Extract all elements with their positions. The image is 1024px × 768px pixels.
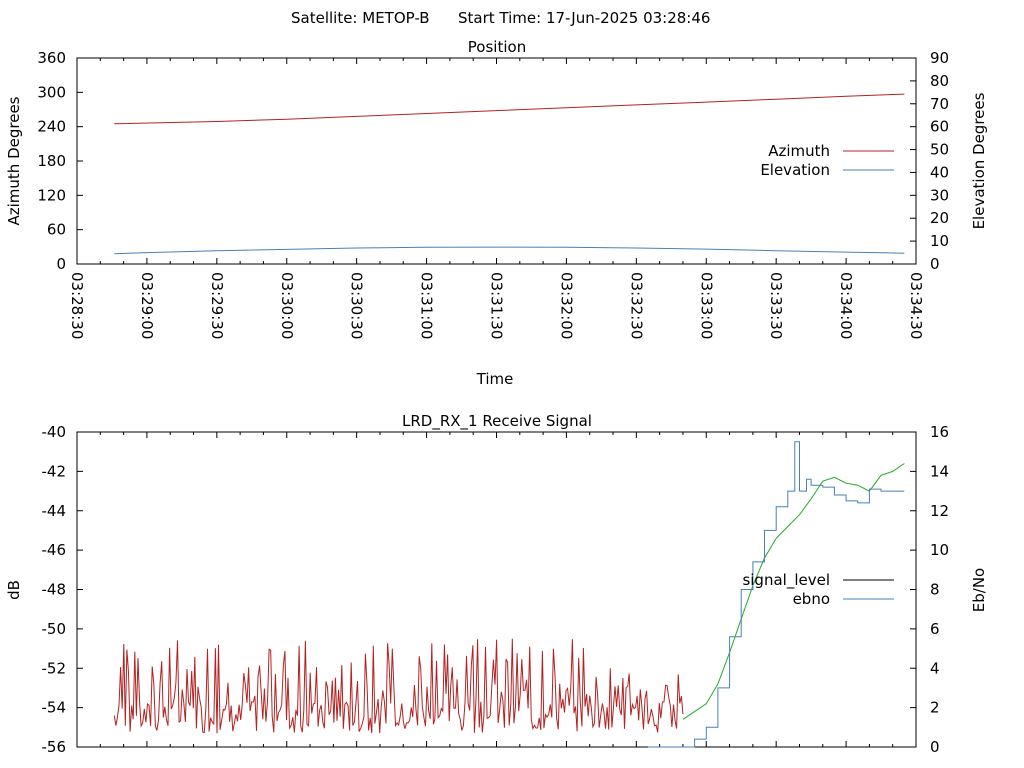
elevation-tick-label: 0 xyxy=(930,255,940,273)
azimuth-line xyxy=(114,93,905,125)
azimuth-tick-label: 180 xyxy=(37,152,66,170)
position-left-axis: 0 60 120 180 240 300 360 xyxy=(37,49,83,273)
ebno-axis-label: Eb/No xyxy=(970,568,988,612)
ebno-tick-label: 2 xyxy=(930,699,940,717)
start-time-label: Start Time: 17-Jun-2025 03:28:46 xyxy=(458,9,710,27)
time-tick-label: 03:30:30 xyxy=(348,272,366,339)
signal-chart: LRD_RX_1 Receive Signal -40-42-44-46-48-… xyxy=(5,412,988,756)
legend-elevation-label: Elevation xyxy=(760,161,830,179)
position-time-axis: 03:28:30 03:29:00 03:29:30 03:30:00 03:30:30… xyxy=(68,58,925,339)
db-tick-label: -54 xyxy=(42,699,67,717)
time-tick-label: 03:28:30 xyxy=(68,272,86,339)
ebno-tick-label: 12 xyxy=(930,502,949,520)
signal-series xyxy=(113,441,905,748)
time-tick-label: 03:29:30 xyxy=(208,272,226,339)
legend-signal-level-label: signal_level xyxy=(742,571,830,590)
azimuth-tick-label: 60 xyxy=(47,221,66,239)
elevation-tick-label: 60 xyxy=(930,118,949,136)
db-tick-label: -48 xyxy=(42,581,67,599)
position-chart-title: Position xyxy=(468,38,526,56)
signal-time-axis xyxy=(76,432,917,747)
position-right-axis: 0 10 20 30 40 50 60 70 80 90 xyxy=(910,49,949,273)
time-axis-label: Time xyxy=(476,370,514,388)
elevation-line xyxy=(114,246,905,255)
db-tick-label: -52 xyxy=(42,659,67,677)
db-tick-label: -56 xyxy=(42,738,67,756)
elevation-tick-label: 70 xyxy=(930,95,949,113)
time-tick-label: 03:32:00 xyxy=(557,272,575,339)
elevation-tick-label: 80 xyxy=(930,72,949,90)
ebno-tick-label: 4 xyxy=(930,659,940,677)
signal-left-axis: -40 -42 -44 -46 -48 -50 -52 -54 -56 xyxy=(42,423,83,756)
ebno-tick-label: 10 xyxy=(930,541,949,559)
azimuth-tick-label: 120 xyxy=(37,186,66,204)
satellite-label: Satellite: METOP-B xyxy=(291,9,430,27)
elevation-tick-label: 10 xyxy=(930,232,949,250)
azimuth-tick-label: 300 xyxy=(37,83,66,101)
elevation-tick-label: 20 xyxy=(930,209,949,227)
time-tick-label: 03:32:30 xyxy=(627,272,645,339)
signal-chart-title: LRD_RX_1 Receive Signal xyxy=(402,412,592,431)
ebno-line xyxy=(648,441,905,748)
ebno-tick-label: 14 xyxy=(930,462,949,480)
elevation-tick-label: 90 xyxy=(930,49,949,67)
time-tick-label: 03:30:00 xyxy=(278,272,296,339)
db-tick-label: -44 xyxy=(42,502,67,520)
time-tick-label: 03:31:30 xyxy=(488,272,506,339)
db-axis-label: dB xyxy=(5,580,23,600)
signal-level-line xyxy=(113,638,684,734)
legend-azimuth-label: Azimuth xyxy=(768,142,830,160)
time-tick-label: 03:29:00 xyxy=(138,272,156,339)
time-tick-label: 03:34:30 xyxy=(907,272,925,339)
elevation-axis-label: Elevation Degrees xyxy=(970,92,988,229)
azimuth-axis-label: Azimuth Degrees xyxy=(5,96,23,225)
signal-legend: signal_level ebno xyxy=(742,571,894,608)
ebno-tick-label: 0 xyxy=(930,738,940,756)
db-tick-label: -50 xyxy=(42,620,67,638)
position-chart: Position 0 60 120 180 240 300 360 0 10 20 30 40 50 6… xyxy=(5,38,988,388)
db-tick-label: -46 xyxy=(42,541,67,559)
signal-right-axis: 0 2 4 6 8 10 12 14 16 xyxy=(910,423,949,756)
signal-plot-frame xyxy=(76,431,917,748)
time-tick-label: 03:33:00 xyxy=(697,272,715,339)
azimuth-tick-label: 360 xyxy=(37,49,66,67)
elevation-tick-label: 30 xyxy=(930,186,949,204)
position-legend: Azimuth Elevation xyxy=(760,142,894,179)
time-tick-label: 03:31:00 xyxy=(418,272,436,339)
time-tick-label: 03:33:30 xyxy=(767,272,785,339)
position-series xyxy=(114,93,905,255)
legend-ebno-label: ebno xyxy=(793,590,830,608)
elevation-tick-label: 50 xyxy=(930,141,949,159)
time-tick-label: 03:34:00 xyxy=(837,272,855,339)
elevation-tick-label: 40 xyxy=(930,163,949,181)
db-tick-label: -42 xyxy=(42,462,67,480)
azimuth-tick-label: 240 xyxy=(37,118,66,136)
db-tick-label: -40 xyxy=(42,423,67,441)
ebno-tick-label: 6 xyxy=(930,620,940,638)
azimuth-tick-label: 0 xyxy=(56,255,66,273)
ebno-tick-label: 16 xyxy=(930,423,949,441)
ebno-tick-label: 8 xyxy=(930,581,940,599)
